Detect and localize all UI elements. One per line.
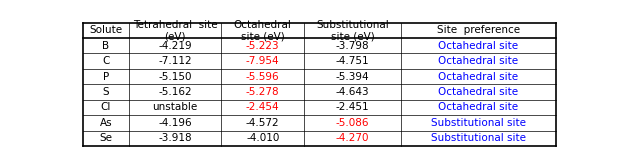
Text: -3.918: -3.918: [158, 133, 192, 143]
Text: -7.954: -7.954: [246, 56, 280, 66]
Text: B: B: [102, 41, 110, 51]
Text: -4.010: -4.010: [246, 133, 280, 143]
Text: Tetrahedral  site
(eV): Tetrahedral site (eV): [133, 20, 217, 41]
Text: Substitutional site: Substitutional site: [431, 118, 526, 128]
Text: -5.162: -5.162: [158, 87, 192, 97]
Text: -3.798: -3.798: [336, 41, 369, 51]
Text: As: As: [100, 118, 112, 128]
Text: Octahedral site: Octahedral site: [439, 72, 518, 82]
Text: -7.112: -7.112: [158, 56, 192, 66]
Text: S: S: [103, 87, 109, 97]
Text: Site  preference: Site preference: [437, 25, 520, 35]
Text: -5.150: -5.150: [158, 72, 192, 82]
Text: -4.219: -4.219: [158, 41, 192, 51]
Text: Cl: Cl: [101, 103, 111, 113]
Text: Octahedral
site (eV): Octahedral site (eV): [234, 20, 292, 41]
Text: Substitutional site: Substitutional site: [431, 133, 526, 143]
Text: -2.451: -2.451: [336, 103, 369, 113]
Text: Octahedral site: Octahedral site: [439, 103, 518, 113]
Text: Octahedral site: Octahedral site: [439, 41, 518, 51]
Text: C: C: [102, 56, 110, 66]
Text: -4.643: -4.643: [336, 87, 369, 97]
Text: -5.223: -5.223: [246, 41, 280, 51]
Text: -5.278: -5.278: [246, 87, 280, 97]
Text: Octahedral site: Octahedral site: [439, 87, 518, 97]
Text: Solute: Solute: [89, 25, 123, 35]
Text: -5.086: -5.086: [336, 118, 369, 128]
Text: P: P: [103, 72, 109, 82]
Text: unstable: unstable: [153, 103, 198, 113]
Text: -4.572: -4.572: [246, 118, 280, 128]
Text: -4.270: -4.270: [336, 133, 369, 143]
Text: -2.454: -2.454: [246, 103, 280, 113]
Text: -5.596: -5.596: [246, 72, 280, 82]
Text: Octahedral site: Octahedral site: [439, 56, 518, 66]
Text: -5.394: -5.394: [336, 72, 369, 82]
Text: Substitutional
site (eV): Substitutional site (eV): [316, 20, 389, 41]
Text: -4.751: -4.751: [336, 56, 369, 66]
Text: -4.196: -4.196: [158, 118, 192, 128]
Text: Se: Se: [100, 133, 112, 143]
